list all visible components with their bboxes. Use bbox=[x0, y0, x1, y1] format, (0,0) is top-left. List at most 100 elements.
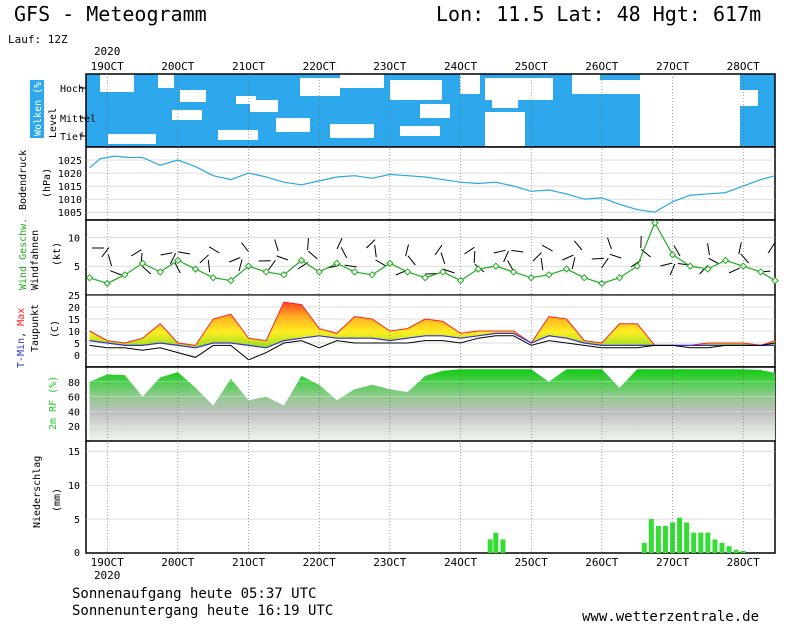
sunset-label: Sonnenuntergang heute 16:19 UTC bbox=[72, 603, 334, 619]
temperature-tick-label: 10 bbox=[68, 327, 80, 338]
x-tick-label-top: 23OCT bbox=[373, 60, 406, 73]
wind-line bbox=[89, 221, 776, 285]
temperature-tick-label: 15 bbox=[68, 315, 80, 326]
wind-barb bbox=[174, 262, 181, 274]
wind-barb bbox=[238, 259, 243, 272]
x-tick-label-bottom: 21OCT bbox=[232, 556, 265, 569]
wind-barb bbox=[160, 252, 173, 256]
pressure-tick-label: 1020 bbox=[58, 169, 82, 180]
x-tick-label-top: 26OCT bbox=[585, 60, 618, 73]
wind-barb bbox=[728, 267, 741, 274]
wind-point bbox=[103, 279, 111, 288]
precip-bar bbox=[705, 532, 711, 553]
precip-tick-label: 10 bbox=[68, 481, 80, 492]
wind-barb bbox=[540, 258, 544, 271]
wind-point bbox=[474, 265, 482, 273]
wind-barb bbox=[507, 260, 514, 272]
wind-barb bbox=[607, 237, 612, 250]
temperature-ylabel: T-Min, Max bbox=[16, 308, 27, 368]
wind-point bbox=[439, 268, 447, 276]
cloud-gap bbox=[300, 78, 340, 96]
wind-barb bbox=[673, 245, 681, 257]
wind-point bbox=[545, 271, 553, 279]
wind-barb bbox=[473, 250, 476, 264]
cloud-level-label: Hoch bbox=[60, 84, 84, 95]
cloud-gap bbox=[420, 104, 450, 118]
wind-barb bbox=[308, 250, 318, 260]
cloud-gap bbox=[460, 74, 480, 94]
wind-barb bbox=[336, 237, 343, 250]
wind-point bbox=[456, 276, 465, 285]
precip-bar bbox=[670, 522, 676, 553]
x-tick-label-top: 21OCT bbox=[232, 60, 265, 73]
pressure-panel-frame bbox=[85, 146, 776, 221]
cloud-gap bbox=[485, 112, 525, 147]
cloud-gap bbox=[400, 126, 440, 136]
wind-barb bbox=[640, 249, 651, 258]
wind-point bbox=[138, 259, 147, 267]
precip-bar bbox=[641, 542, 647, 553]
precip-tick-label: 5 bbox=[74, 515, 80, 526]
precip-bar bbox=[487, 539, 493, 553]
x-tick-label-bottom: 20OCT bbox=[161, 556, 194, 569]
wind-barb bbox=[440, 252, 446, 265]
wind-point bbox=[686, 262, 694, 270]
wind-point bbox=[580, 273, 588, 282]
cloud-gap bbox=[740, 90, 758, 106]
x-tick-label-top: 27OCT bbox=[656, 60, 689, 73]
precip-bar bbox=[733, 549, 739, 553]
wind-barb bbox=[267, 259, 276, 271]
cloud-gap bbox=[330, 124, 374, 138]
pressure-unit: (hPa) bbox=[42, 168, 53, 198]
cloud-sublabel: Level bbox=[48, 108, 59, 138]
wind-barb bbox=[208, 246, 220, 254]
wind-tick-label: 5 bbox=[74, 262, 80, 273]
wind-point bbox=[509, 268, 518, 276]
wind-point bbox=[562, 265, 571, 273]
precip-tick-label: 0 bbox=[74, 548, 80, 559]
pressure-tick-label: 1010 bbox=[58, 195, 82, 206]
precip-bar bbox=[712, 539, 718, 553]
wind-point bbox=[492, 262, 500, 270]
dewpoint-line bbox=[89, 335, 776, 361]
wind-point bbox=[704, 265, 712, 273]
x-tick-label-bottom: 27OCT bbox=[656, 556, 689, 569]
wind-barb bbox=[571, 257, 576, 270]
cloud-gap bbox=[572, 74, 600, 94]
wind-barb bbox=[493, 249, 506, 254]
cloud-label-bg bbox=[30, 80, 44, 138]
wind-point bbox=[757, 268, 765, 276]
precip-ylabel: Niederschlag bbox=[32, 456, 43, 528]
wind-tick-label: 10 bbox=[68, 233, 80, 244]
year-label-top: 2020 bbox=[94, 45, 121, 58]
precip-bar bbox=[493, 532, 499, 553]
temperature-sublabel: Taupunkt bbox=[30, 304, 41, 352]
cloud-gap bbox=[236, 96, 256, 104]
pressure-ylabel: Bodendruck bbox=[18, 150, 29, 210]
temperature-tick-label: 25 bbox=[68, 291, 80, 302]
cloud-gap bbox=[100, 74, 134, 92]
wind-point bbox=[297, 256, 306, 265]
wind-barb bbox=[541, 244, 553, 252]
x-tick-label-bottom: 23OCT bbox=[373, 556, 406, 569]
x-tick-label-top: 19OCT bbox=[91, 60, 124, 73]
wind-point bbox=[721, 256, 730, 265]
humidity-area bbox=[89, 369, 776, 441]
wind-point bbox=[333, 259, 341, 267]
wind-barb bbox=[591, 257, 604, 260]
site-link[interactable]: www.wetterzentrale.de bbox=[582, 609, 760, 625]
cloud-gap bbox=[640, 74, 704, 147]
wind-barb bbox=[707, 243, 710, 256]
wind-barb bbox=[511, 249, 524, 253]
wind-barb bbox=[503, 250, 509, 263]
wind-point bbox=[121, 271, 129, 279]
cloud-gap bbox=[276, 118, 310, 132]
humidity-tick-label: 20 bbox=[68, 422, 80, 433]
wind-barb bbox=[229, 257, 241, 263]
cloud-level-label: Tief bbox=[60, 132, 84, 143]
wind-point bbox=[280, 271, 288, 279]
cloud-gap bbox=[218, 130, 258, 140]
x-tick-label-bottom: 22OCT bbox=[303, 556, 336, 569]
wind-barb bbox=[110, 270, 122, 276]
